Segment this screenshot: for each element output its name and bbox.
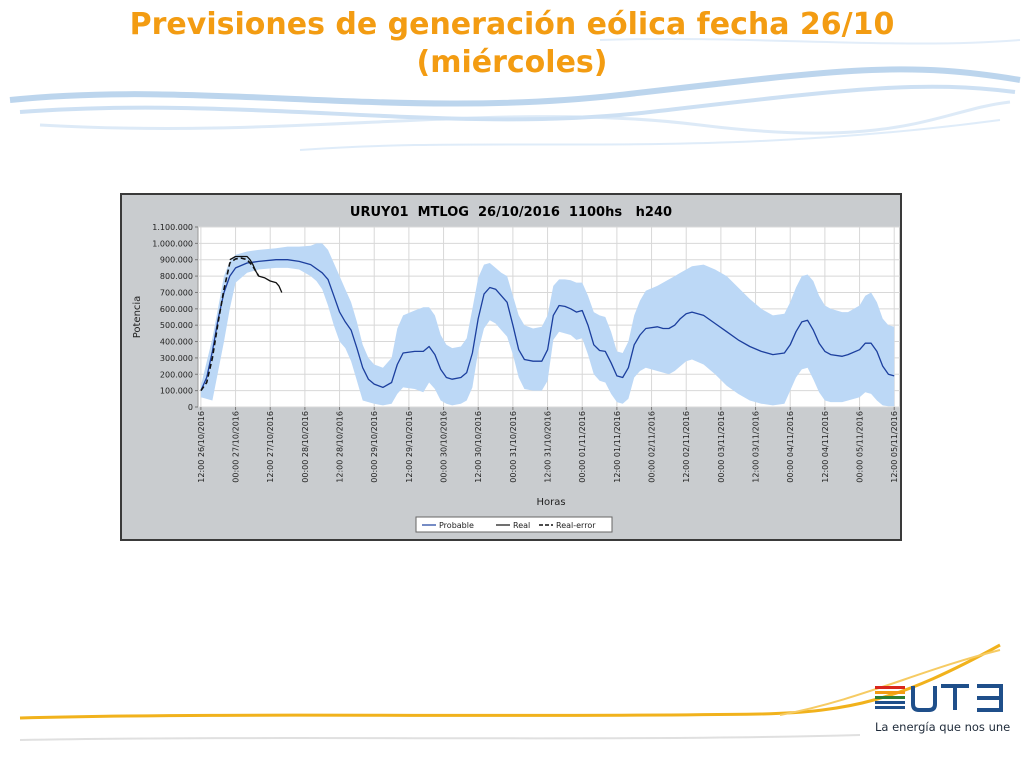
ute-tagline: La energía que nos une <box>875 720 1011 734</box>
ute-wordmark-icon <box>911 684 1003 712</box>
swoosh-gold-bottom-2 <box>779 649 1001 716</box>
swoosh-grey-bottom <box>19 734 861 741</box>
y-tick-label: 1.100.000 <box>152 223 193 232</box>
swoosh-blue-top-5 <box>599 37 1021 45</box>
x-tick-label: 00:00 02/11/2016 <box>648 411 657 483</box>
chart-title: URUY01 MTLOG 26/10/2016 1100hs h240 <box>350 205 672 220</box>
x-tick-label: 12:00 31/10/2016 <box>544 411 553 483</box>
y-tick-label: 900.000 <box>160 256 193 265</box>
legend: Probable Real Real-error <box>415 516 613 533</box>
y-tick-label: 1.000.000 <box>152 239 193 248</box>
chart-panel: URUY01 MTLOG 26/10/2016 1100hs h240 0 100… <box>120 193 902 541</box>
x-tick-label: 12:00 30/10/2016 <box>474 411 483 483</box>
series-layer <box>200 255 895 392</box>
x-tick-label: 00:00 29/10/2016 <box>370 411 379 483</box>
swoosh-gold-bottom <box>19 643 1001 720</box>
y-tick-label: 500.000 <box>160 321 193 330</box>
legend-label-probable: Probable <box>439 521 474 530</box>
x-tick-label: 00:00 01/11/2016 <box>578 411 587 483</box>
x-tick-label: 12:00 03/11/2016 <box>752 411 761 483</box>
y-tick-label: 200.000 <box>160 370 193 379</box>
x-tick-label: 12:00 04/11/2016 <box>821 411 830 483</box>
y-tick-label: 0 <box>188 403 193 412</box>
x-tick-label: 12:00 26/10/2016 <box>197 411 206 483</box>
y-tick-label: 700.000 <box>160 288 193 297</box>
series-real <box>229 255 283 293</box>
legend-label-real: Real <box>513 521 530 530</box>
x-tick-label: 00:00 05/11/2016 <box>856 411 865 483</box>
x-tick-label: 12:00 05/11/2016 <box>890 411 899 483</box>
x-tick-label: 12:00 28/10/2016 <box>336 411 345 483</box>
x-axis-ticks: 12:00 26/10/2016 00:00 27/10/2016 12:00 27… <box>197 407 899 483</box>
y-axis-ticks: 0 100.000 200.000 300.000 400.000 500.000 600.… <box>152 223 198 412</box>
y-tick-label: 300.000 <box>160 354 193 363</box>
y-tick-label: 800.000 <box>160 272 193 281</box>
ute-stripes-icon <box>875 686 905 709</box>
slide-title-line1: Previsiones de generación eólica fecha 2… <box>129 7 895 42</box>
x-tick-label: 00:00 27/10/2016 <box>232 411 241 483</box>
x-tick-label: 00:00 28/10/2016 <box>301 411 310 483</box>
ute-logo: La energía que nos une <box>873 680 1013 740</box>
x-tick-label: 00:00 30/10/2016 <box>440 411 449 483</box>
slide-title: Previsiones de generación eólica fecha 2… <box>62 6 962 82</box>
x-tick-label: 12:00 01/11/2016 <box>613 411 622 483</box>
x-tick-label: 00:00 04/11/2016 <box>786 411 795 483</box>
x-tick-label: 00:00 31/10/2016 <box>509 411 518 483</box>
y-tick-label: 100.000 <box>160 387 193 396</box>
wind-forecast-chart: URUY01 MTLOG 26/10/2016 1100hs h240 0 100… <box>132 205 900 533</box>
y-tick-label: 400.000 <box>160 338 193 347</box>
slide-title-line2: (miércoles) <box>416 45 608 80</box>
series-real-error <box>200 257 260 392</box>
swoosh-blue-top-1 <box>9 66 1021 107</box>
x-tick-label: 00:00 03/11/2016 <box>717 411 726 483</box>
x-axis-label: Horas <box>536 497 565 508</box>
x-tick-label: 12:00 02/11/2016 <box>682 411 691 483</box>
legend-box <box>415 516 613 533</box>
probable-error-band <box>200 243 895 407</box>
series-probable <box>200 259 895 391</box>
y-tick-label: 600.000 <box>160 305 193 314</box>
x-tick-label: 12:00 27/10/2016 <box>266 411 275 483</box>
y-axis-label: Potencia <box>132 296 143 339</box>
swoosh-blue-top-3 <box>39 100 1011 135</box>
ute-logo-mark <box>875 684 1003 712</box>
x-tick-label: 12:00 29/10/2016 <box>405 411 414 483</box>
legend-label-real-error: Real-error <box>556 521 596 530</box>
swoosh-blue-top-4 <box>299 119 1001 151</box>
